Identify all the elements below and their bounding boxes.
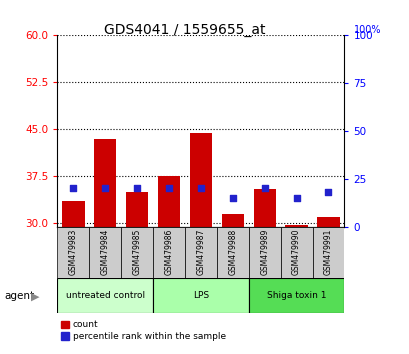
Point bbox=[165, 185, 172, 191]
Point bbox=[102, 185, 108, 191]
Bar bbox=[312, 227, 344, 278]
Bar bbox=[221, 214, 243, 227]
Bar bbox=[153, 227, 184, 278]
Bar bbox=[62, 201, 84, 227]
Bar bbox=[280, 227, 312, 278]
Bar bbox=[285, 225, 307, 227]
Point bbox=[261, 185, 267, 191]
Bar bbox=[248, 278, 344, 313]
Bar bbox=[253, 189, 275, 227]
Point bbox=[70, 185, 76, 191]
Text: GSM479984: GSM479984 bbox=[101, 229, 110, 275]
Text: GSM479991: GSM479991 bbox=[323, 229, 332, 275]
Bar bbox=[184, 227, 216, 278]
Bar bbox=[94, 139, 116, 227]
Bar bbox=[216, 227, 248, 278]
Point bbox=[292, 195, 299, 201]
Point bbox=[133, 185, 140, 191]
Text: GSM479987: GSM479987 bbox=[196, 229, 205, 275]
Bar bbox=[121, 227, 153, 278]
Bar bbox=[248, 227, 280, 278]
Bar bbox=[157, 176, 180, 227]
Legend: count, percentile rank within the sample: count, percentile rank within the sample bbox=[57, 317, 229, 345]
Bar bbox=[89, 227, 121, 278]
Text: GSM479986: GSM479986 bbox=[164, 229, 173, 275]
Text: LPS: LPS bbox=[192, 291, 209, 300]
Text: GSM479988: GSM479988 bbox=[228, 229, 237, 275]
Text: GSM479990: GSM479990 bbox=[291, 229, 300, 275]
Text: untreated control: untreated control bbox=[65, 291, 144, 300]
Bar bbox=[189, 132, 211, 227]
Text: GSM479983: GSM479983 bbox=[69, 229, 78, 275]
Point bbox=[324, 189, 331, 195]
Text: GSM479989: GSM479989 bbox=[260, 229, 269, 275]
Bar bbox=[57, 278, 153, 313]
Bar bbox=[126, 192, 148, 227]
Text: 100%: 100% bbox=[353, 25, 381, 35]
Bar bbox=[57, 227, 89, 278]
Text: GSM479985: GSM479985 bbox=[132, 229, 141, 275]
Point bbox=[197, 185, 204, 191]
Bar bbox=[153, 278, 248, 313]
Point bbox=[229, 195, 236, 201]
Text: ▶: ▶ bbox=[31, 291, 39, 301]
Text: agent: agent bbox=[4, 291, 34, 301]
Text: Shiga toxin 1: Shiga toxin 1 bbox=[266, 291, 326, 300]
Bar bbox=[317, 217, 339, 227]
Text: GDS4041 / 1559655_at: GDS4041 / 1559655_at bbox=[103, 23, 265, 37]
